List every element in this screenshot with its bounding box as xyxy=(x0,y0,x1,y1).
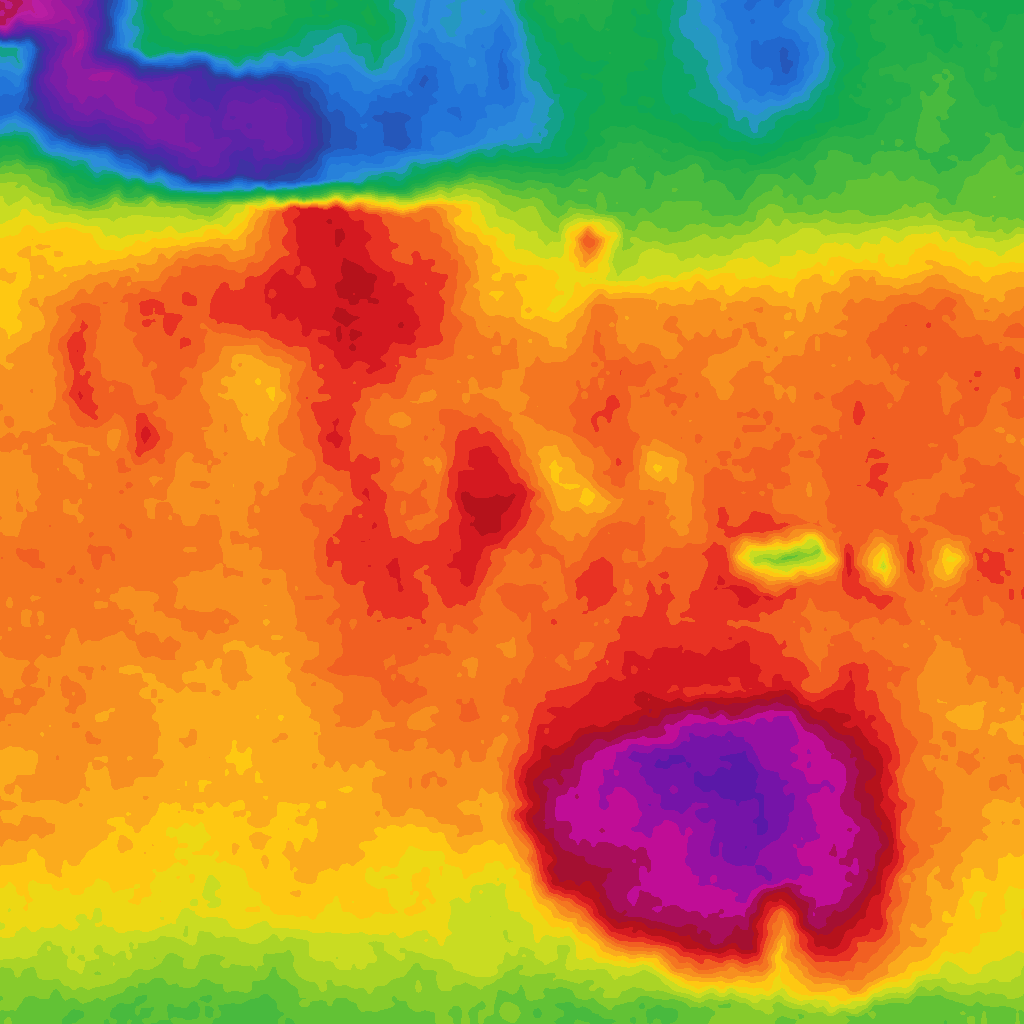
weather-map-viewport xyxy=(0,0,1024,1024)
temperature-heatmap-canvas[interactable] xyxy=(0,0,1024,1024)
